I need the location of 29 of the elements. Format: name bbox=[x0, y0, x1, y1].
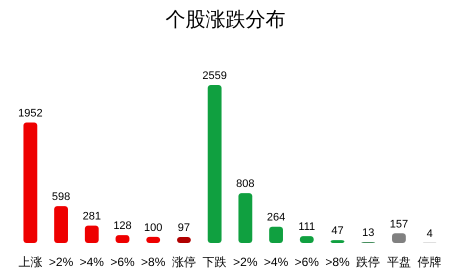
data-label: 4 bbox=[426, 228, 433, 240]
x-tick-label: 下跌 bbox=[202, 255, 227, 269]
x-tick-label: 平盘 bbox=[386, 255, 411, 269]
x-tick-label: 停牌 bbox=[418, 255, 442, 269]
data-label: 128 bbox=[113, 220, 132, 232]
chart-title: 个股涨跌分布 bbox=[166, 9, 286, 31]
data-label: 97 bbox=[178, 222, 190, 234]
data-label: 281 bbox=[82, 210, 101, 223]
data-label: 100 bbox=[144, 222, 162, 234]
data-label: 264 bbox=[266, 212, 286, 224]
data-label: 13 bbox=[362, 227, 374, 240]
x-tick-label: >4% bbox=[80, 255, 104, 269]
x-tick-label: 上涨 bbox=[18, 255, 42, 269]
x-tick-label: 跌停 bbox=[356, 255, 380, 269]
x-tick-label: >2% bbox=[48, 255, 74, 269]
x-tick-label: >6% bbox=[110, 255, 135, 269]
data-label: 47 bbox=[331, 225, 344, 238]
data-label: 157 bbox=[390, 218, 408, 230]
x-tick-label: >4% bbox=[264, 255, 289, 269]
x-tick-label: 涨停 bbox=[172, 255, 196, 269]
x-tick-label: >6% bbox=[294, 255, 320, 269]
data-label: 111 bbox=[298, 221, 316, 234]
x-tick-label: >8% bbox=[141, 255, 166, 269]
x-tick-label: >8% bbox=[325, 255, 350, 269]
data-label: 1952 bbox=[18, 107, 43, 120]
data-label: 598 bbox=[52, 191, 70, 204]
x-tick-label: >2% bbox=[233, 255, 258, 269]
data-label: 2559 bbox=[202, 70, 227, 82]
data-label: 808 bbox=[236, 178, 255, 190]
